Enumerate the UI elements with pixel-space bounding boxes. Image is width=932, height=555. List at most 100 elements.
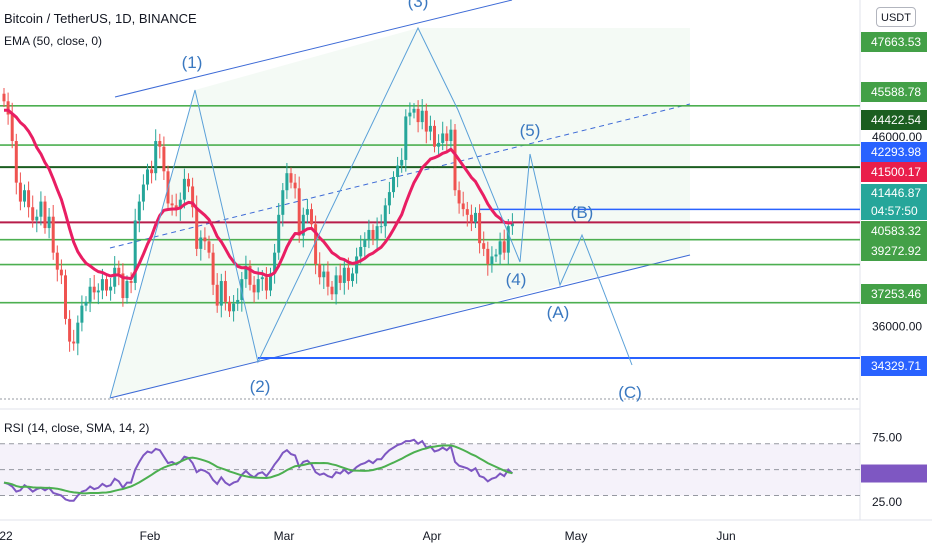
candle-body [289,173,293,183]
wave-label: (B) [571,203,594,222]
candle-body [367,229,371,240]
candle-body [121,273,125,299]
ema-indicator-label[interactable]: EMA (50, close, 0) [4,34,103,48]
price-label-text: 04:57:50 [871,204,918,218]
time-tick: Apr [423,529,442,543]
wave-label: (5) [520,121,541,140]
candle-body [355,256,359,274]
candle-body [39,201,43,217]
candle-body [494,254,498,257]
candle-body [285,173,289,191]
price-tick: 36000.00 [872,319,922,333]
time-tick: Jun [716,529,735,543]
price-label-box [861,241,927,261]
candle-body [199,237,203,249]
candle-body [449,129,453,142]
candle-body [400,159,404,166]
candle-body [273,252,277,274]
candle-body [506,226,510,253]
price-label-dark: 44422.54 [861,110,927,130]
price-label-green: 47663.53 [861,32,927,52]
price-label-text: 47663.53 [871,35,921,49]
candle-body [424,110,428,132]
candle-body [351,273,354,282]
candle-body [182,178,186,200]
candle-body [379,226,383,228]
price-label-green: 45588.78 [861,82,927,102]
candle-body [490,256,494,265]
price-label-text: 44422.54 [871,113,921,127]
candle-body [387,192,391,206]
candle-body [2,93,6,102]
candle-body [203,237,207,242]
candle-body [244,265,248,280]
candle-body [27,190,31,208]
candle-body [51,216,55,253]
candle-body [482,243,486,249]
candle-body [264,277,268,291]
candle-body [195,207,199,249]
price-label-box [861,82,927,102]
candle-body [84,301,88,306]
candle-body [236,299,240,304]
candle-body [510,223,514,227]
candle-body [322,271,326,278]
candle-body [207,241,211,253]
symbol-title[interactable]: Bitcoin / TetherUS, 1D, BINANCE [4,11,197,26]
candle-body [453,129,457,191]
candle-body [437,142,441,147]
price-label-teal: 04:57:50 [861,202,927,220]
candle-body [465,209,469,215]
price-label-text: 34329.71 [871,359,921,373]
rsi-tick: 25.00 [872,495,902,509]
price-label-text: 40583.32 [871,224,921,238]
candle-body [47,216,51,229]
candle-body [334,275,338,295]
candle-body [486,248,490,265]
candles [2,88,514,356]
candle-body [277,214,281,253]
candle-body [338,275,342,283]
candle-body [133,220,137,283]
candle-body [326,271,330,287]
candle-body [498,241,502,255]
candle-body [211,252,215,285]
rsi-ma-line [3,444,513,495]
rsi-last-box [861,464,927,483]
candle-body [72,341,76,344]
candle-body [305,209,309,215]
candle-body [359,246,363,257]
candle-body [404,116,408,160]
candle-body [150,169,154,174]
candle-body [502,241,506,253]
channel-upper-line [114,0,513,98]
candle-body [260,277,264,280]
candle-body [441,133,445,143]
price-label-text: 45588.78 [871,85,921,99]
candle-body [383,205,387,227]
candle-body [55,252,59,270]
candle-body [293,182,297,189]
currency-button[interactable]: USDT [876,7,916,27]
price-label-box [861,284,927,304]
candle-body [105,279,108,291]
candle-body [125,281,129,299]
candle-body [412,108,416,113]
candle-body [240,279,244,300]
wave-label: (C) [618,383,642,402]
rsi-indicator-label[interactable]: RSI (14, close, SMA, 14, 2) [4,421,150,435]
candle-body [318,264,322,278]
candle-body [375,226,379,240]
candle-body [187,178,190,187]
candle-body [174,205,178,210]
candle-body [342,267,346,283]
candle-body [141,184,145,202]
candle-body [137,201,141,221]
candle-body [392,176,395,193]
price-label-green: 39272.92 [861,241,927,261]
candle-body [215,284,219,306]
rsi-tick: 75.00 [872,430,902,444]
candle-body [445,133,449,142]
candle-body [420,110,424,123]
